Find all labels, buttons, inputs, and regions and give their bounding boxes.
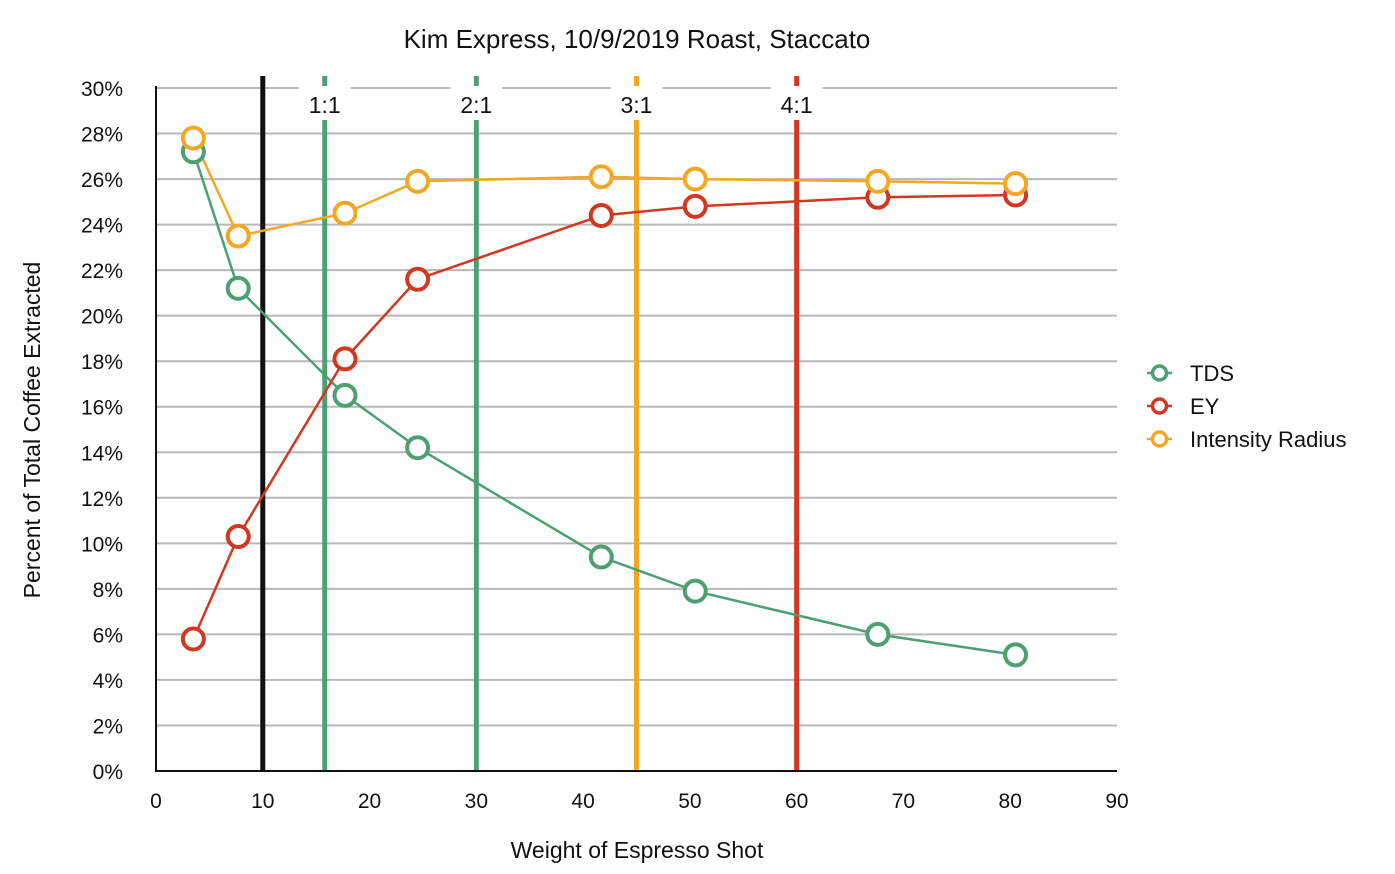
y-tick-label: 20% [81,306,123,329]
y-tick-label: 22% [81,260,123,283]
data-point [225,275,251,301]
data-point [682,193,708,219]
data-point [180,125,206,151]
y-tick-label: 14% [81,442,123,465]
x-axis-title: Weight of Espresso Shot [511,837,764,863]
x-tick-label: 80 [999,790,1022,813]
y-tick-label: 8% [93,579,123,602]
chart-title: Kim Express, 10/9/2019 Roast, Staccato [404,24,871,54]
y-tick-label: 0% [93,761,123,784]
x-tick-label: 40 [571,790,594,813]
data-point [1003,642,1029,668]
y-tick-label: 26% [81,169,123,192]
x-tick-label: 30 [465,790,488,813]
data-series [180,125,1029,668]
data-point [332,346,358,372]
x-tick-label: 50 [678,790,701,813]
data-point [405,266,431,292]
legend-marker [1150,364,1169,382]
y-tick-label: 16% [81,397,123,420]
y-tick-label: 2% [93,715,123,738]
x-tick-label: 10 [251,790,274,813]
legend-label: Intensity Radius [1190,427,1347,452]
ratio-label-bg [450,86,503,120]
data-point [1003,171,1029,197]
data-point [225,223,251,249]
data-point [865,168,891,194]
ratio-label: 4:1 [781,92,813,118]
x-tick-label: 90 [1105,790,1128,813]
x-tick-label: 20 [358,790,381,813]
data-point [588,544,614,570]
y-axis-title: Percent of Total Coffee Extracted [19,262,45,599]
y-tick-label: 28% [81,124,123,147]
ratio-label: 2:1 [460,92,492,118]
data-point [865,621,891,647]
x-tick-label: 60 [785,790,808,813]
ratio-label: 3:1 [621,92,653,118]
legend-marker [1150,430,1169,448]
series-line [192,193,1016,640]
reference-labels: 1:1 2:1 3:1 4:1 [298,86,823,120]
legend-label: EY [1190,394,1220,419]
legend: TDS EY Intensity Radius [1147,361,1347,452]
series-line [192,137,1016,238]
data-point [332,382,358,408]
y-tick-label: 12% [81,488,123,511]
x-tick-label: 0 [150,790,162,813]
y-tick-label: 10% [81,533,123,556]
y-tick-label: 4% [93,670,123,693]
y-tick-label: 30% [81,78,123,101]
series-line [192,151,1016,657]
ratio-label-bg [610,86,663,120]
tick-labels: 0% 2% 4% 6% 8% 10% 12% 14% 16% 18% 20% 22% 24% 26% 28%… [81,78,1129,813]
data-point [180,626,206,652]
data-point [332,200,358,226]
legend-label: TDS [1190,361,1234,386]
y-tick-label: 6% [93,624,123,647]
axes [155,86,1117,772]
data-point [682,166,708,192]
x-tick-label: 70 [892,790,915,813]
data-point [405,168,431,194]
ratio-label: 1:1 [309,92,341,118]
data-point [682,578,708,604]
y-tick-label: 18% [81,351,123,374]
ratio-label-bg [298,86,351,120]
data-point [588,202,614,228]
ratio-label-bg [770,86,823,120]
data-point [588,164,614,190]
y-tick-label: 24% [81,215,123,238]
data-point [225,524,251,550]
reference-lines [260,76,800,771]
data-point [405,435,431,461]
legend-marker [1150,397,1169,415]
